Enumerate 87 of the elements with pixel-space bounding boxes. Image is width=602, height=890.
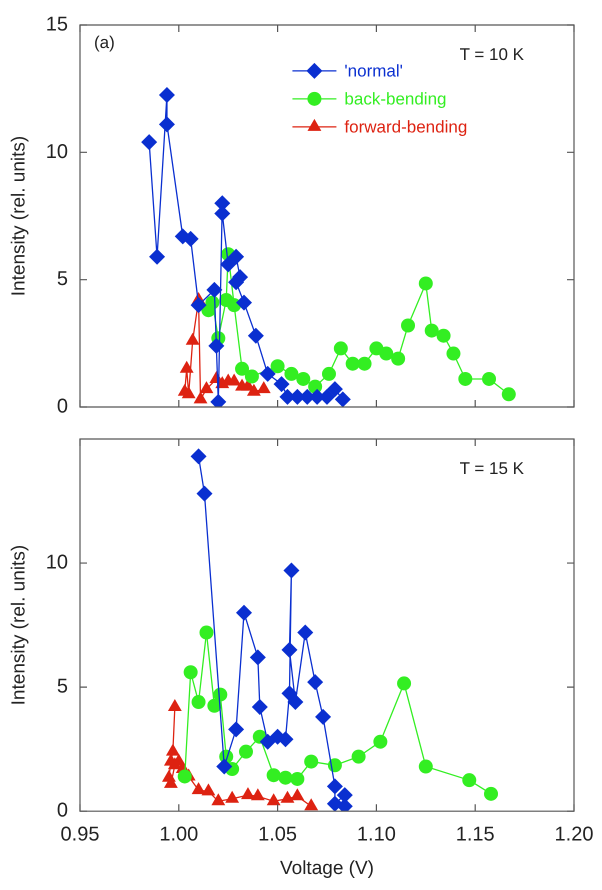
x-tick-label: 1.20	[554, 824, 594, 846]
point	[290, 772, 304, 786]
legend-label: forward-bending	[344, 118, 468, 137]
point	[228, 721, 244, 738]
point	[158, 87, 175, 104]
x-tick-label: 1.15	[456, 824, 495, 846]
point	[196, 486, 212, 502]
point	[178, 769, 192, 784]
point	[334, 341, 348, 356]
point	[192, 695, 206, 710]
point	[379, 346, 394, 361]
point	[436, 328, 451, 343]
x-tick-label: 1.05	[258, 824, 298, 846]
point	[346, 356, 360, 371]
point	[228, 248, 244, 265]
point	[208, 338, 224, 354]
annotation: T = 15 K	[460, 459, 525, 478]
y-tick-label: 0	[56, 396, 68, 418]
point	[284, 366, 298, 381]
point	[315, 708, 332, 725]
point	[248, 328, 264, 344]
point	[287, 694, 304, 710]
point	[250, 649, 266, 666]
x-tick-label: 0.95	[60, 824, 100, 846]
point	[304, 754, 318, 769]
point	[322, 366, 336, 381]
point	[158, 116, 175, 132]
legend-label: back-bending	[344, 90, 446, 109]
point	[235, 362, 250, 376]
point	[206, 282, 222, 298]
point	[446, 346, 460, 361]
point	[281, 642, 298, 658]
point	[236, 604, 252, 621]
point	[199, 626, 214, 640]
point	[190, 448, 207, 464]
point	[141, 134, 158, 150]
point	[266, 768, 281, 782]
point	[358, 356, 372, 371]
point	[281, 685, 298, 702]
point	[424, 324, 439, 338]
point	[274, 376, 290, 392]
point	[278, 770, 293, 785]
point	[458, 372, 472, 386]
x-tick-label: 1.10	[356, 824, 396, 846]
point	[418, 760, 433, 774]
x-axis-title: Voltage (V)	[280, 858, 374, 879]
y-axis-title: Intensity (rel. units)	[8, 544, 30, 706]
point	[220, 256, 236, 272]
point	[252, 698, 268, 715]
point	[397, 676, 412, 690]
annotation: (a)	[94, 33, 115, 52]
point	[270, 359, 285, 374]
point	[149, 248, 166, 265]
annotation: T = 10 K	[460, 45, 525, 64]
y-tick-label: 10	[46, 140, 68, 163]
y-tick-label: 10	[46, 552, 68, 574]
point	[418, 276, 433, 290]
point	[391, 352, 406, 366]
point	[244, 369, 259, 384]
point	[296, 372, 310, 386]
point	[260, 734, 276, 750]
y-tick-label: 0	[56, 800, 68, 822]
point	[401, 318, 416, 333]
point	[184, 665, 198, 680]
point	[352, 750, 366, 764]
x-tick-label: 1.00	[159, 824, 198, 846]
point	[260, 366, 276, 382]
point	[297, 624, 314, 641]
point	[283, 562, 300, 579]
legend-label: 'normal'	[344, 62, 403, 81]
point	[326, 778, 343, 794]
y-tick-label: 5	[56, 676, 68, 698]
y-axis-title: Intensity (rel. units)	[8, 136, 30, 296]
y-tick-label: 15	[46, 14, 68, 36]
point	[307, 674, 324, 690]
point	[373, 734, 388, 749]
point	[484, 786, 498, 801]
point	[334, 391, 351, 407]
point	[190, 297, 207, 314]
point	[216, 758, 232, 775]
point	[326, 381, 343, 398]
point	[238, 744, 253, 759]
point	[502, 387, 516, 402]
point	[462, 773, 476, 788]
point	[482, 372, 496, 386]
point	[236, 294, 252, 311]
y-tick-label: 5	[56, 268, 68, 290]
